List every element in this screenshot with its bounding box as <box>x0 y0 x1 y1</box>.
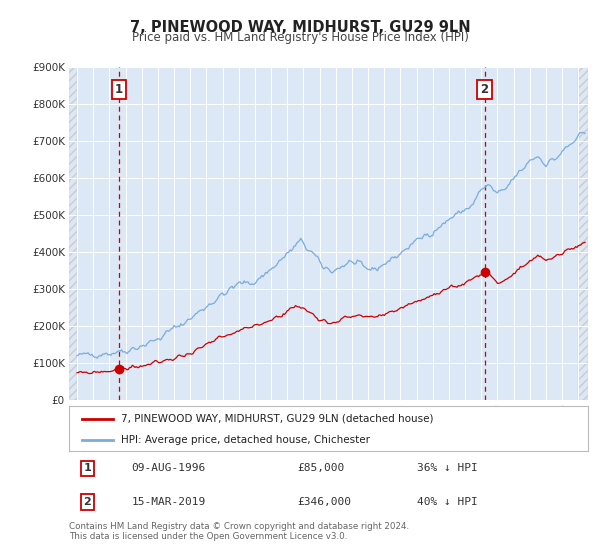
Text: 40% ↓ HPI: 40% ↓ HPI <box>417 497 478 507</box>
Text: 2: 2 <box>481 83 488 96</box>
Text: £346,000: £346,000 <box>298 497 352 507</box>
Text: 7, PINEWOOD WAY, MIDHURST, GU29 9LN: 7, PINEWOOD WAY, MIDHURST, GU29 9LN <box>130 20 470 35</box>
Text: 1: 1 <box>83 464 91 473</box>
Text: HPI: Average price, detached house, Chichester: HPI: Average price, detached house, Chic… <box>121 435 370 445</box>
Text: 09-AUG-1996: 09-AUG-1996 <box>131 464 206 473</box>
Text: 7, PINEWOOD WAY, MIDHURST, GU29 9LN (detached house): 7, PINEWOOD WAY, MIDHURST, GU29 9LN (det… <box>121 413 433 423</box>
Text: 15-MAR-2019: 15-MAR-2019 <box>131 497 206 507</box>
Text: Price paid vs. HM Land Registry's House Price Index (HPI): Price paid vs. HM Land Registry's House … <box>131 31 469 44</box>
Text: Contains HM Land Registry data © Crown copyright and database right 2024.
This d: Contains HM Land Registry data © Crown c… <box>69 522 409 542</box>
Text: £85,000: £85,000 <box>298 464 344 473</box>
Text: 36% ↓ HPI: 36% ↓ HPI <box>417 464 478 473</box>
Text: 2: 2 <box>83 497 91 507</box>
Text: 1: 1 <box>115 83 123 96</box>
